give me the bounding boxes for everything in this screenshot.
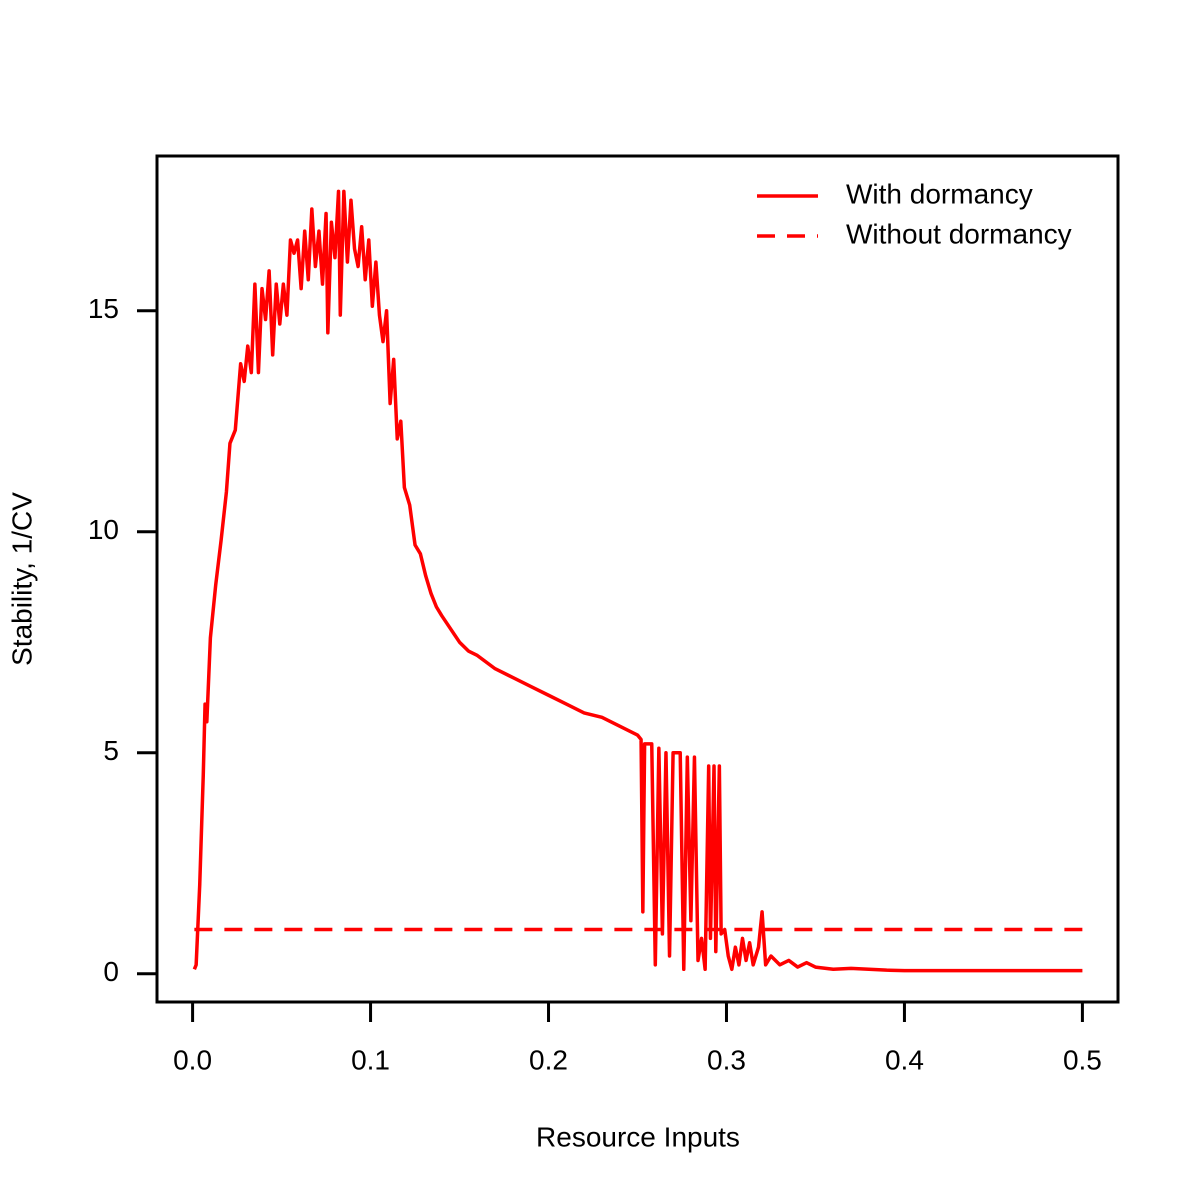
x-tick-label: 0.5 xyxy=(1063,1044,1102,1075)
y-tick-label: 10 xyxy=(88,514,119,545)
x-axis-label: Resource Inputs xyxy=(536,1121,740,1152)
y-tick-label: 0 xyxy=(103,956,119,987)
x-tick-label: 0.2 xyxy=(529,1044,568,1075)
y-axis-label: Stability, 1/CV xyxy=(6,492,37,666)
x-tick-label: 0.0 xyxy=(173,1044,212,1075)
x-tick-label: 0.3 xyxy=(707,1044,746,1075)
y-tick-label: 15 xyxy=(88,293,119,324)
series-line xyxy=(192,189,1083,973)
legend-label: Without dormancy xyxy=(846,218,1072,249)
x-tick-label: 0.4 xyxy=(885,1044,924,1075)
legend-label: With dormancy xyxy=(846,178,1033,209)
plot-frame xyxy=(155,154,1120,1004)
x-tick-label: 0.1 xyxy=(351,1044,390,1075)
y-tick-label: 5 xyxy=(103,735,119,766)
